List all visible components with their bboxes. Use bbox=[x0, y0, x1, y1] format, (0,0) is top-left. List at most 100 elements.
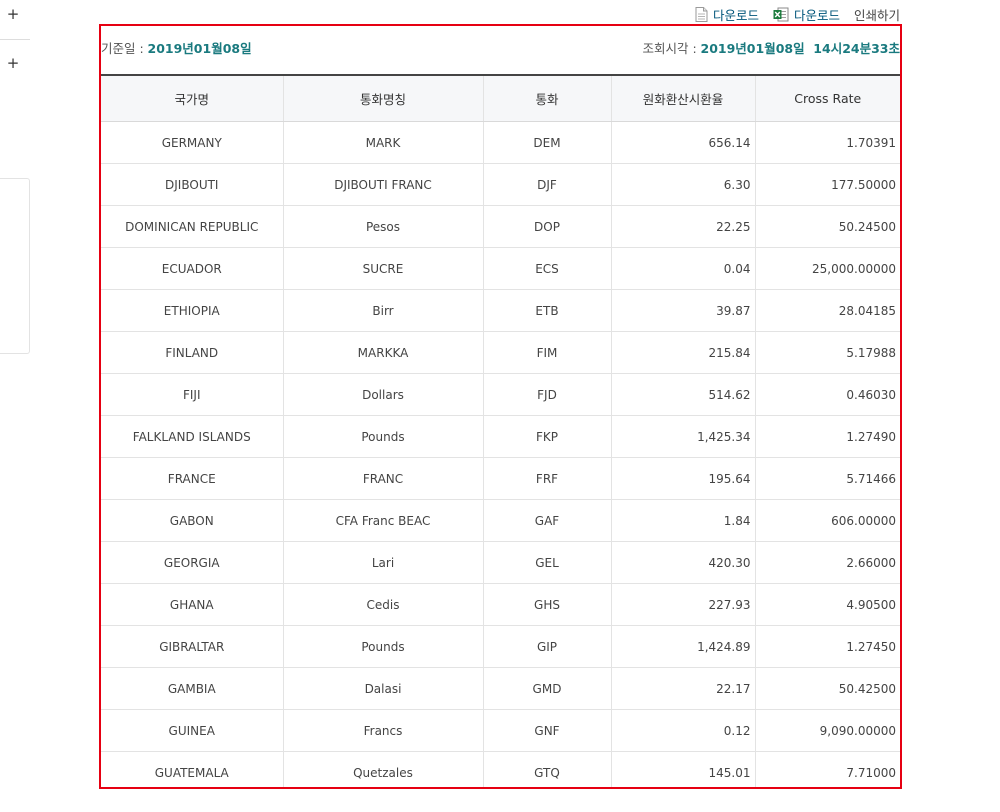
download-label: 다운로드 bbox=[712, 7, 759, 23]
sidebar-panel bbox=[0, 178, 30, 354]
currency-name-cell: FRANC bbox=[283, 457, 484, 500]
krw-rate-cell: 195.64 bbox=[611, 457, 756, 500]
currency-code-cell: DEM bbox=[483, 121, 612, 164]
print-button[interactable]: 인쇄하기 bbox=[854, 5, 900, 24]
table-row: GEORGIA Lari GEL 420.30 2.66000 bbox=[101, 541, 900, 584]
table-row: DJIBOUTI DJIBOUTI FRANC DJF 6.30 177.50000 bbox=[101, 163, 900, 206]
base-date-label: 기준일 : bbox=[101, 40, 144, 56]
currency-name-cell: Pesos bbox=[283, 205, 484, 248]
table-row: FALKLAND ISLANDS Pounds FKP 1,425.34 1.27490 bbox=[101, 415, 900, 458]
cross-rate-cell: 4.90500 bbox=[755, 583, 900, 626]
currency-code-cell: GHS bbox=[483, 583, 612, 626]
expand-plus-icon[interactable]: + bbox=[6, 54, 20, 72]
krw-rate-cell: 514.62 bbox=[611, 373, 756, 416]
base-date-value: 2019년01월08일 bbox=[147, 40, 252, 56]
krw-rate-cell: 227.93 bbox=[611, 583, 756, 626]
table-toolbar: 다운로드 다운로드 인쇄하기 bbox=[681, 5, 900, 23]
excel-download-button[interactable]: 다운로드 bbox=[773, 5, 840, 24]
table-row: GAMBIA Dalasi GMD 22.17 50.42500 bbox=[101, 667, 900, 710]
base-date: 기준일 : 2019년01월08일 bbox=[101, 38, 252, 57]
country-cell: GHANA bbox=[101, 583, 284, 626]
country-cell: GABON bbox=[101, 499, 284, 542]
table-header-row: 국가명 통화명칭 통화 원화환산시환율 Cross Rate bbox=[101, 75, 900, 122]
table-row: GUATEMALA Quetzales GTQ 145.01 7.71000 bbox=[101, 751, 900, 787]
col-header-cross-rate: Cross Rate bbox=[755, 75, 900, 122]
krw-rate-cell: 1,424.89 bbox=[611, 625, 756, 668]
krw-rate-cell: 0.12 bbox=[611, 709, 756, 752]
cross-rate-cell: 28.04185 bbox=[755, 289, 900, 332]
currency-name-cell: MARKKA bbox=[283, 331, 484, 374]
currency-name-cell: CFA Franc BEAC bbox=[283, 499, 484, 542]
currency-name-cell: SUCRE bbox=[283, 247, 484, 290]
country-cell: FRANCE bbox=[101, 457, 284, 500]
currency-code-cell: ETB bbox=[483, 289, 612, 332]
country-cell: GIBRALTAR bbox=[101, 625, 284, 668]
table-row: DOMINICAN REPUBLIC Pesos DOP 22.25 50.24500 bbox=[101, 205, 900, 248]
table-row: GABON CFA Franc BEAC GAF 1.84 606.00000 bbox=[101, 499, 900, 542]
krw-rate-cell: 656.14 bbox=[611, 121, 756, 164]
currency-name-cell: Pounds bbox=[283, 415, 484, 458]
cross-rate-cell: 9,090.00000 bbox=[755, 709, 900, 752]
country-cell: FALKLAND ISLANDS bbox=[101, 415, 284, 458]
cross-rate-cell: 7.71000 bbox=[755, 751, 900, 787]
currency-code-cell: GIP bbox=[483, 625, 612, 668]
cross-rate-cell: 606.00000 bbox=[755, 499, 900, 542]
col-header-currency-code: 통화 bbox=[483, 75, 612, 122]
cross-rate-cell: 50.24500 bbox=[755, 205, 900, 248]
currency-code-cell: GMD bbox=[483, 667, 612, 710]
table-row: ECUADOR SUCRE ECS 0.04 25,000.00000 bbox=[101, 247, 900, 290]
currency-name-cell: Pounds bbox=[283, 625, 484, 668]
sidebar-divider bbox=[0, 39, 30, 40]
cross-rate-cell: 50.42500 bbox=[755, 667, 900, 710]
krw-rate-cell: 22.17 bbox=[611, 667, 756, 710]
country-cell: DOMINICAN REPUBLIC bbox=[101, 205, 284, 248]
download-button[interactable]: 다운로드 bbox=[695, 5, 759, 24]
currency-name-cell: Dollars bbox=[283, 373, 484, 416]
country-cell: DJIBOUTI bbox=[101, 163, 284, 206]
table-row: GIBRALTAR Pounds GIP 1,424.89 1.27450 bbox=[101, 625, 900, 668]
table-row: FIJI Dollars FJD 514.62 0.46030 bbox=[101, 373, 900, 416]
table-row: GUINEA Francs GNF 0.12 9,090.00000 bbox=[101, 709, 900, 752]
currency-code-cell: FRF bbox=[483, 457, 612, 500]
country-cell: FINLAND bbox=[101, 331, 284, 374]
cross-rate-cell: 5.17988 bbox=[755, 331, 900, 374]
currency-code-cell: FJD bbox=[483, 373, 612, 416]
country-cell: FIJI bbox=[101, 373, 284, 416]
krw-rate-cell: 420.30 bbox=[611, 541, 756, 584]
currency-name-cell: Francs bbox=[283, 709, 484, 752]
expand-plus-icon[interactable]: + bbox=[6, 5, 20, 23]
krw-rate-cell: 145.01 bbox=[611, 751, 756, 787]
col-header-krw-rate: 원화환산시환율 bbox=[611, 75, 756, 122]
country-cell: GUATEMALA bbox=[101, 751, 284, 787]
rate-meta-bar: 기준일 : 2019년01월08일 조회시각 : 2019년01월08일 14시… bbox=[101, 36, 900, 58]
currency-code-cell: GTQ bbox=[483, 751, 612, 787]
country-cell: ETHIOPIA bbox=[101, 289, 284, 332]
krw-rate-cell: 0.04 bbox=[611, 247, 756, 290]
cross-rate-cell: 1.70391 bbox=[755, 121, 900, 164]
country-cell: GEORGIA bbox=[101, 541, 284, 584]
currency-code-cell: GNF bbox=[483, 709, 612, 752]
table-row: GHANA Cedis GHS 227.93 4.90500 bbox=[101, 583, 900, 626]
krw-rate-cell: 1.84 bbox=[611, 499, 756, 542]
col-header-currency-name: 통화명칭 bbox=[283, 75, 484, 122]
currency-name-cell: MARK bbox=[283, 121, 484, 164]
krw-rate-cell: 1,425.34 bbox=[611, 415, 756, 458]
table-row: GERMANY MARK DEM 656.14 1.70391 bbox=[101, 121, 900, 164]
currency-code-cell: FIM bbox=[483, 331, 612, 374]
cross-rate-cell: 1.27490 bbox=[755, 415, 900, 458]
cross-rate-cell: 5.71466 bbox=[755, 457, 900, 500]
query-time-value: 2019년01월08일 14시24분33초 bbox=[700, 40, 900, 56]
cross-rate-cell: 0.46030 bbox=[755, 373, 900, 416]
currency-name-cell: Lari bbox=[283, 541, 484, 584]
exchange-rate-table: 국가명 통화명칭 통화 원화환산시환율 Cross Rate GERMANY MA… bbox=[101, 74, 900, 787]
currency-code-cell: ECS bbox=[483, 247, 612, 290]
krw-rate-cell: 39.87 bbox=[611, 289, 756, 332]
cross-rate-cell: 177.50000 bbox=[755, 163, 900, 206]
exchange-rate-panel: 기준일 : 2019년01월08일 조회시각 : 2019년01월08일 14시… bbox=[99, 24, 902, 789]
currency-name-cell: Dalasi bbox=[283, 667, 484, 710]
krw-rate-cell: 215.84 bbox=[611, 331, 756, 374]
print-label: 인쇄하기 bbox=[853, 7, 900, 23]
cross-rate-cell: 2.66000 bbox=[755, 541, 900, 584]
table-row: FINLAND MARKKA FIM 215.84 5.17988 bbox=[101, 331, 900, 374]
col-header-country: 국가명 bbox=[101, 75, 284, 122]
